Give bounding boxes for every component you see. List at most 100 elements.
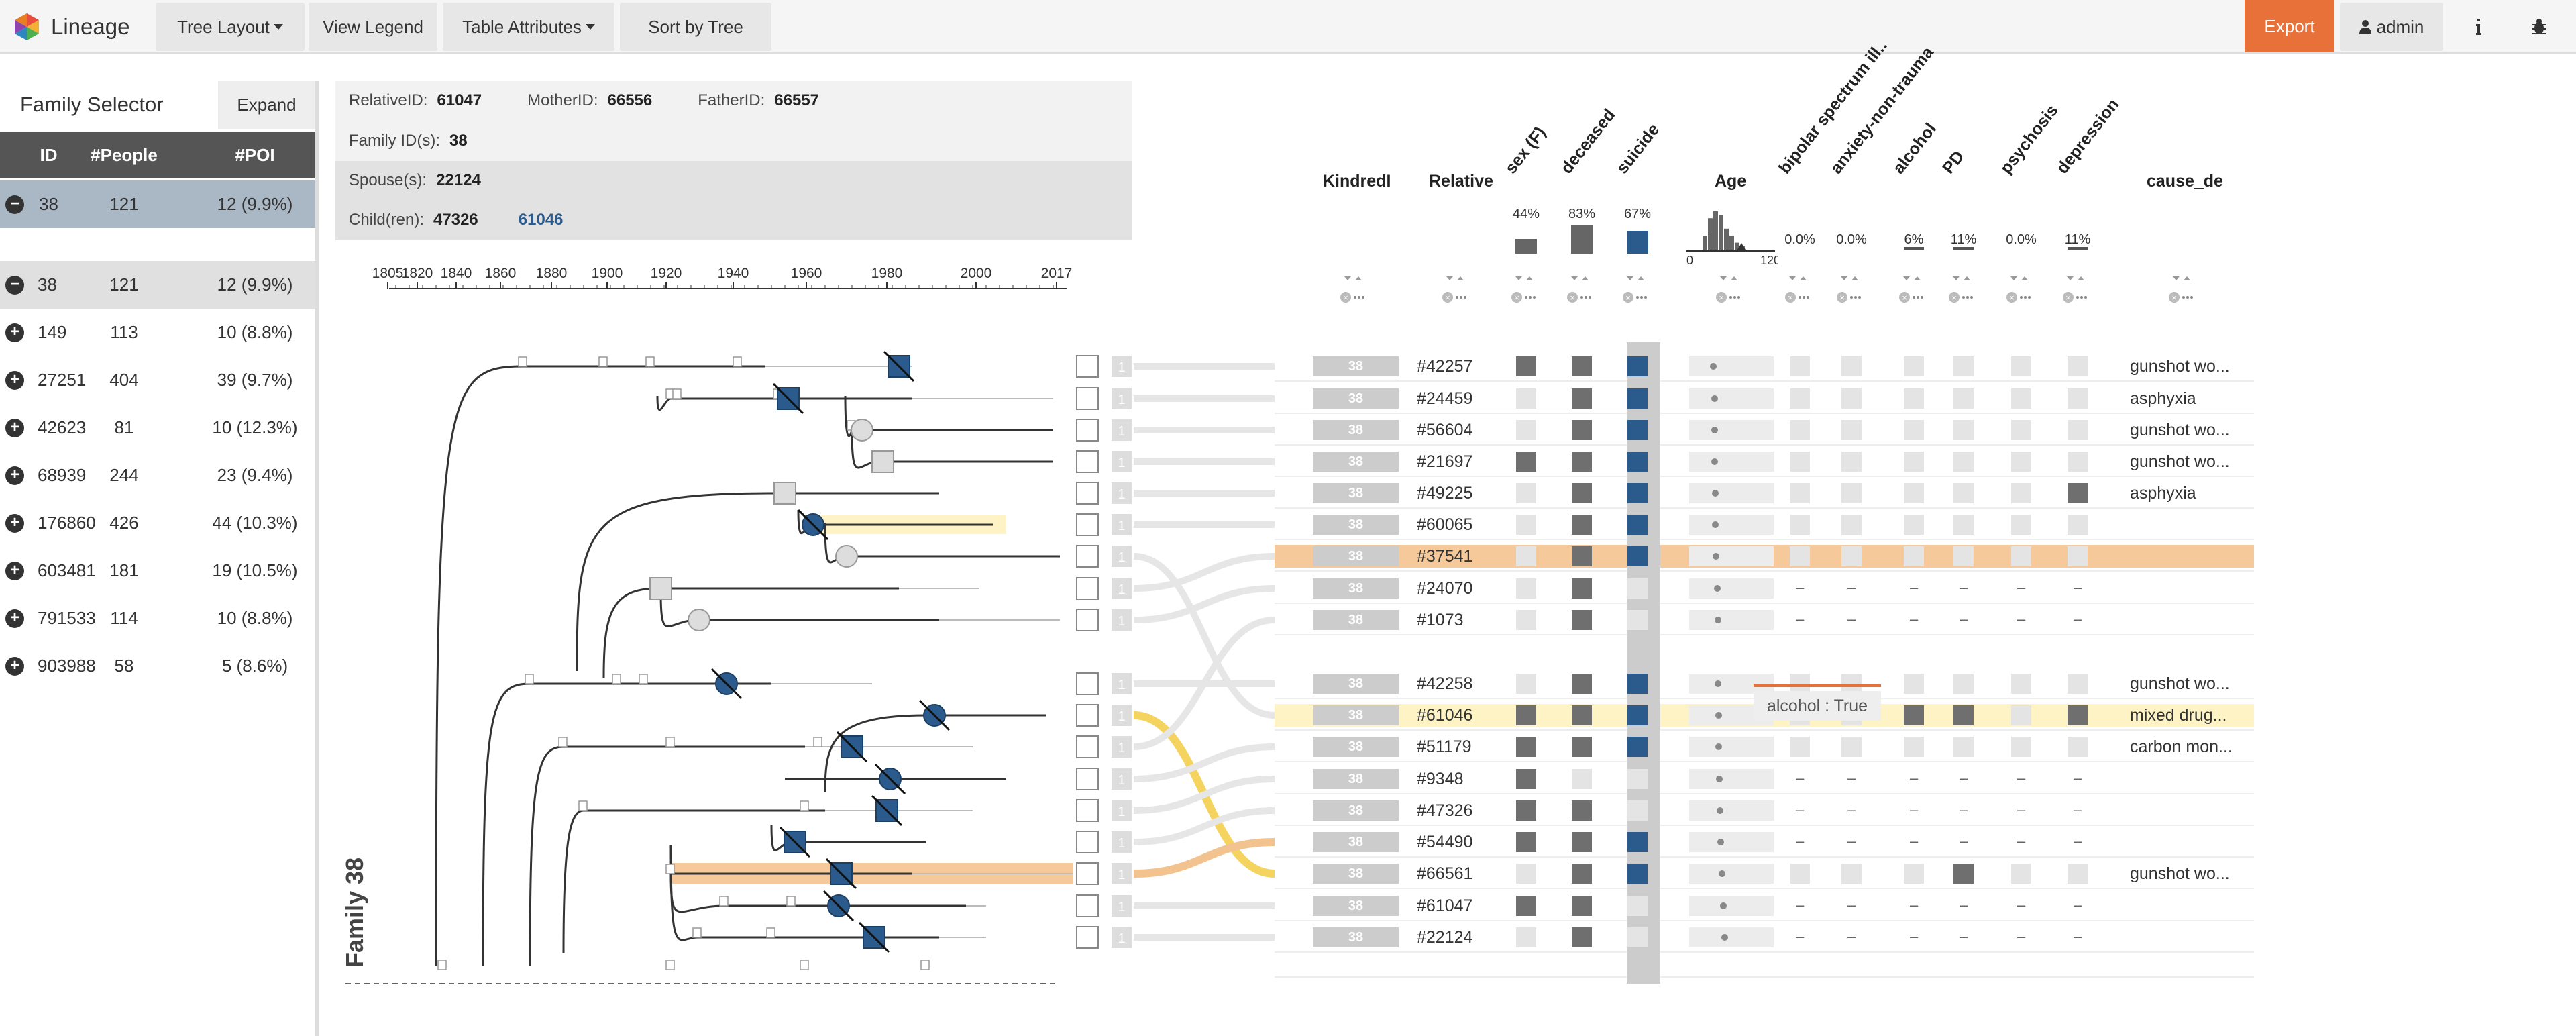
attribute-cell[interactable] <box>1516 546 1536 566</box>
cause-of-death[interactable]: gunshot wo... <box>2130 452 2230 471</box>
attribute-cell[interactable] <box>2011 515 2031 535</box>
column-sort-filter-control[interactable]: × <box>1617 267 1658 307</box>
clear-filter-icon[interactable] <box>1442 292 1453 303</box>
attribute-cell[interactable] <box>1953 674 1974 694</box>
attribute-cell[interactable] <box>1572 927 1592 947</box>
row-checkbox[interactable] <box>1076 577 1099 600</box>
attribute-cell[interactable] <box>1790 546 1810 566</box>
header-attribute[interactable]: suicide <box>1613 120 1664 178</box>
tree-layout-menu[interactable]: Tree Layout <box>156 3 305 51</box>
sort-asc-icon[interactable] <box>1851 276 1858 280</box>
person-node-square[interactable] <box>863 926 885 949</box>
age-cell[interactable] <box>1689 389 1774 409</box>
more-options-icon[interactable] <box>1917 296 1919 299</box>
clear-filter-icon[interactable] <box>2006 292 2017 303</box>
relative-id[interactable]: #60065 <box>1417 515 1473 534</box>
age-cell[interactable] <box>1689 864 1774 884</box>
attribute-cell[interactable] <box>1627 515 1648 535</box>
aggregate-box[interactable] <box>1112 705 1132 726</box>
relative-id[interactable]: #22124 <box>1417 928 1473 947</box>
clear-filter-icon[interactable] <box>1837 292 1847 303</box>
sort-asc-icon[interactable] <box>2078 276 2084 280</box>
age-cell[interactable] <box>1689 896 1774 916</box>
family-row[interactable]: +42623 81 10 (12.3%) <box>0 404 315 452</box>
plus-circle-icon[interactable]: + <box>5 466 24 485</box>
col-id[interactable]: ID <box>40 144 58 165</box>
aggregate-box[interactable] <box>1112 768 1132 790</box>
more-options-icon[interactable] <box>2084 296 2087 299</box>
attribute-cell[interactable] <box>1516 705 1536 725</box>
attribute-cell[interactable] <box>1953 420 1974 440</box>
attribute-cell[interactable] <box>1516 389 1536 409</box>
relative-id[interactable]: #47326 <box>1417 801 1473 820</box>
attribute-cell[interactable] <box>1572 546 1592 566</box>
attribute-cell[interactable] <box>2011 420 2031 440</box>
more-options-icon[interactable] <box>1460 296 1462 299</box>
row-checkbox[interactable] <box>1076 735 1099 758</box>
column-sort-filter-control[interactable]: × <box>2057 267 2098 307</box>
more-options-icon[interactable] <box>1913 296 1915 299</box>
person-node-square[interactable] <box>773 482 796 505</box>
attribute-cell[interactable] <box>1841 420 1862 440</box>
brand[interactable]: Lineage <box>12 0 129 54</box>
more-options-icon[interactable] <box>1733 296 1736 299</box>
bug-report-button[interactable] <box>2516 3 2563 51</box>
attribute-cell[interactable] <box>1904 389 1924 409</box>
attribute-cell[interactable] <box>1627 610 1648 630</box>
plus-circle-icon[interactable]: + <box>5 323 24 342</box>
attribute-cell[interactable] <box>1904 737 1924 757</box>
attribute-cell[interactable] <box>1953 356 1974 376</box>
attribute-cell[interactable] <box>1627 452 1648 472</box>
relative-id[interactable]: #42257 <box>1417 357 1473 376</box>
attribute-cell[interactable] <box>2011 546 2031 566</box>
attribute-cell[interactable] <box>1790 420 1810 440</box>
more-options-icon[interactable] <box>1807 296 1809 299</box>
more-options-icon[interactable] <box>2190 296 2193 299</box>
sort-desc-icon[interactable] <box>1789 276 1796 280</box>
attribute-cell[interactable] <box>1953 483 1974 503</box>
sort-asc-icon[interactable] <box>1526 276 1533 280</box>
age-cell[interactable] <box>1689 452 1774 472</box>
family-tree[interactable]: 1 1 1 1 1 1 1 1 1 1 1 1 1 1 1 1 1 1 <box>345 350 1132 984</box>
plus-circle-icon[interactable]: + <box>5 562 24 580</box>
cause-of-death[interactable]: gunshot wo... <box>2130 864 2230 883</box>
person-node-circle[interactable] <box>827 894 850 917</box>
more-options-icon[interactable] <box>2076 296 2079 299</box>
person-node-square[interactable] <box>888 355 910 378</box>
attribute-cell[interactable] <box>1627 705 1648 725</box>
attribute-cell[interactable] <box>1516 610 1536 630</box>
attribute-cell[interactable] <box>1790 452 1810 472</box>
attribute-cell[interactable] <box>1904 674 1924 694</box>
row-checkbox[interactable] <box>1076 831 1099 853</box>
more-options-icon[interactable] <box>1966 296 1969 299</box>
expand-button[interactable]: Expand <box>218 81 315 129</box>
attribute-cell[interactable] <box>1790 737 1810 757</box>
attribute-cell[interactable] <box>1904 356 1924 376</box>
more-options-icon[interactable] <box>2024 296 2027 299</box>
sort-desc-icon[interactable] <box>2067 276 2074 280</box>
column-sort-filter-control[interactable]: × <box>1780 267 1820 307</box>
family-row[interactable]: +176860 426 44 (10.3%) <box>0 499 315 547</box>
more-options-icon[interactable] <box>2028 296 2031 299</box>
family-row[interactable]: +791533 114 10 (8.8%) <box>0 594 315 642</box>
attribute-cell[interactable] <box>1953 864 1974 884</box>
aggregate-box[interactable] <box>1112 927 1132 948</box>
age-cell[interactable] <box>1689 610 1774 630</box>
relative-id[interactable]: #37541 <box>1417 547 1473 566</box>
info-button[interactable] <box>2455 3 2502 51</box>
age-cell[interactable] <box>1689 927 1774 947</box>
attribute-cell[interactable] <box>1841 546 1862 566</box>
row-checkbox[interactable] <box>1076 545 1099 568</box>
attribute-cell[interactable] <box>2068 420 2088 440</box>
row-checkbox[interactable] <box>1076 862 1099 885</box>
person-node-square[interactable] <box>784 831 806 853</box>
sort-asc-icon[interactable] <box>1457 276 1464 280</box>
attribute-cell[interactable] <box>1516 420 1536 440</box>
column-sort-filter-control[interactable]: × <box>1437 267 1477 307</box>
row-checkbox[interactable] <box>1076 387 1099 410</box>
relative-id[interactable]: #66561 <box>1417 864 1473 883</box>
age-cell[interactable] <box>1689 515 1774 535</box>
plus-circle-icon[interactable]: + <box>5 371 24 390</box>
attribute-cell[interactable] <box>1572 483 1592 503</box>
aggregate-box[interactable] <box>1112 356 1132 377</box>
